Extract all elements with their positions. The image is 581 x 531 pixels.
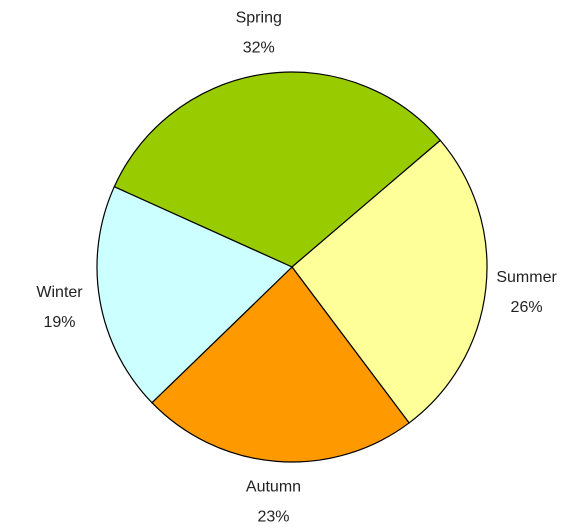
- slice-label: Summer: [496, 269, 557, 286]
- pie-slice: [291, 139, 488, 424]
- pie-slice: [96, 185, 294, 404]
- slice-value-label: 26%: [511, 299, 543, 316]
- slice-label: Autumn: [246, 478, 301, 495]
- slice-label: Spring: [236, 10, 282, 27]
- pie-slice: [151, 266, 410, 463]
- slice-value-label: 23%: [257, 508, 289, 525]
- slice-value-label: 32%: [243, 40, 275, 57]
- pie-slice: [113, 71, 442, 268]
- slice-label: Winter: [36, 284, 83, 301]
- slice-value-label: 19%: [43, 314, 75, 331]
